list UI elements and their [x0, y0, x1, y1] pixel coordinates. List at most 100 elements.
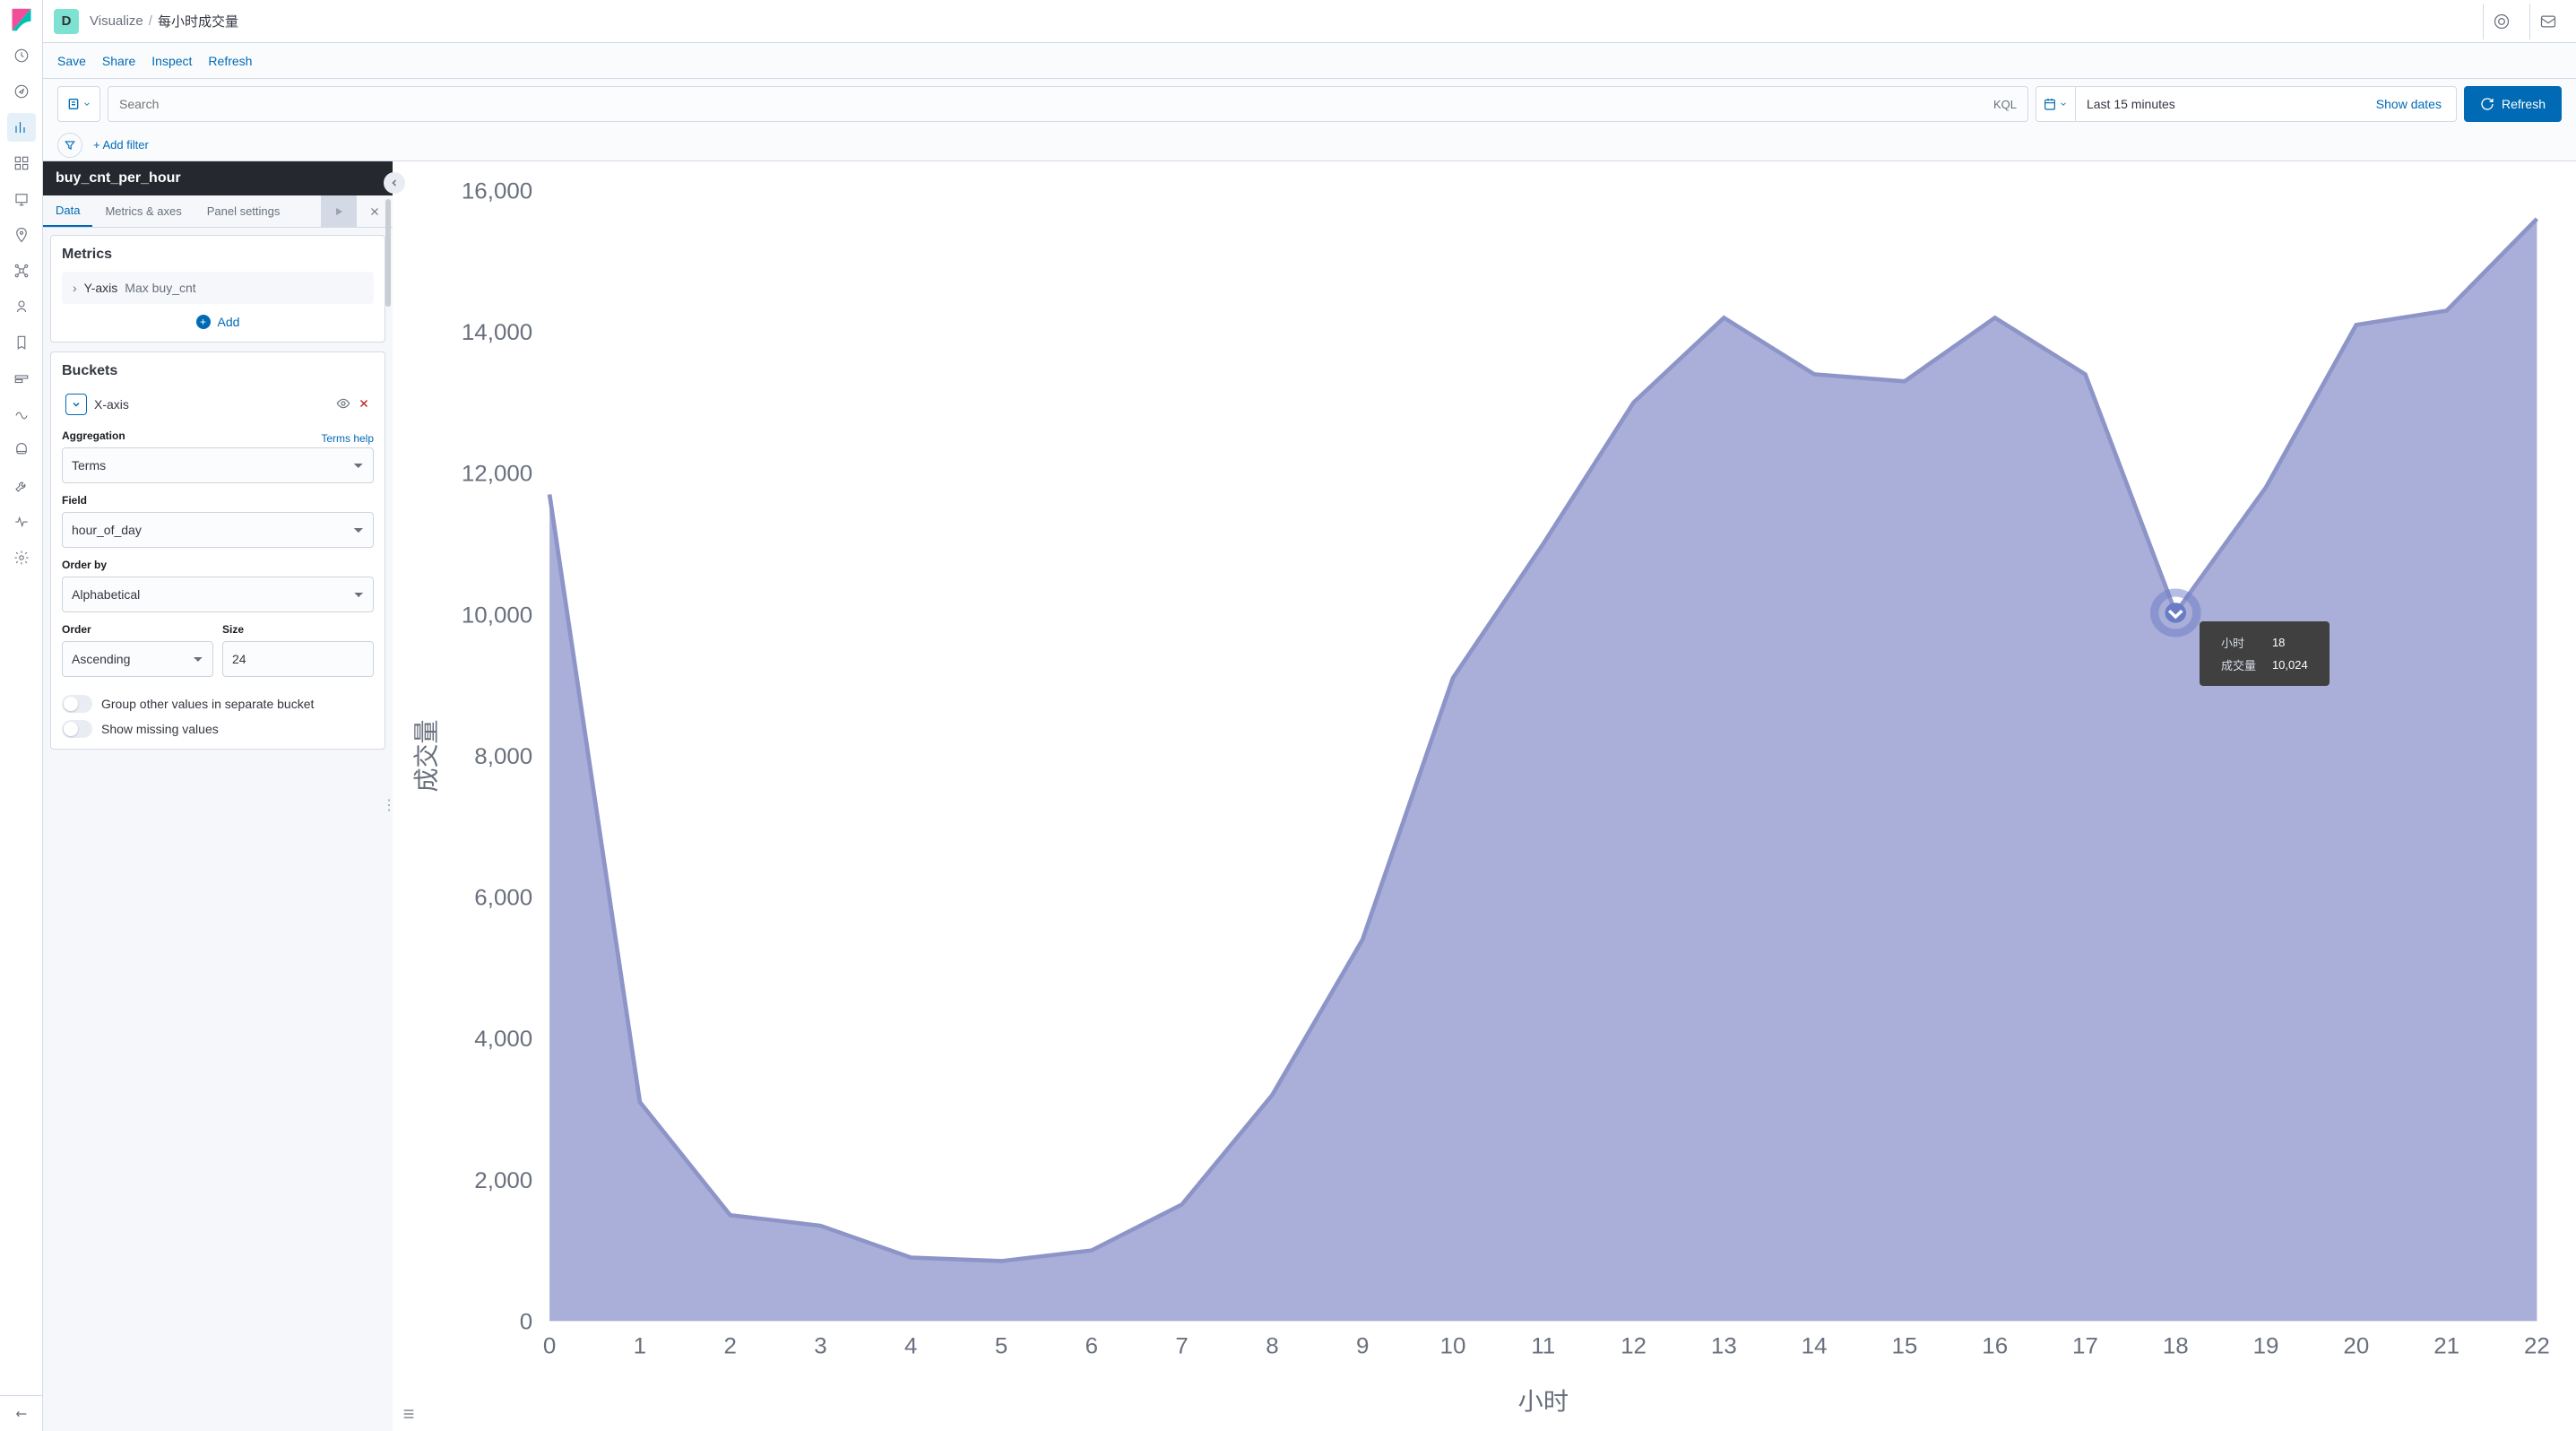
- toggle-visibility-icon[interactable]: [336, 396, 350, 413]
- svg-text:4,000: 4,000: [474, 1028, 532, 1052]
- tab-metrics-axes[interactable]: Metrics & axes: [92, 195, 194, 227]
- chevron-right-icon: ›: [73, 281, 77, 295]
- metrics-yaxis-row[interactable]: › Y-axis Max buy_cnt: [62, 272, 374, 304]
- rail-maps-icon[interactable]: [7, 221, 36, 249]
- svg-text:10: 10: [1440, 1334, 1466, 1358]
- rail-collapse-button[interactable]: [0, 1395, 43, 1431]
- tab-panel-settings[interactable]: Panel settings: [194, 195, 293, 227]
- show-dates-link[interactable]: Show dates: [2362, 97, 2456, 111]
- rail-logs-icon[interactable]: [7, 328, 36, 357]
- orderby-label: Order by: [62, 559, 374, 571]
- buckets-panel: Buckets X-axis Aggregation Terms help Te…: [50, 351, 385, 750]
- refresh-button[interactable]: Refresh: [2464, 86, 2562, 122]
- date-range-text[interactable]: Last 15 minutes: [2076, 97, 2362, 111]
- svg-text:12: 12: [1621, 1334, 1647, 1358]
- svg-text:5: 5: [995, 1334, 1007, 1358]
- tab-data[interactable]: Data: [43, 195, 92, 227]
- rail-dashboard-icon[interactable]: [7, 149, 36, 178]
- action-bar: Save Share Inspect Refresh: [43, 43, 2576, 79]
- group-other-label: Group other values in separate bucket: [101, 696, 314, 712]
- collapse-editor-icon[interactable]: [384, 172, 405, 194]
- rail-canvas-icon[interactable]: [7, 185, 36, 213]
- filter-row: + Add filter: [43, 129, 2576, 161]
- show-missing-switch[interactable]: [62, 720, 92, 738]
- calendar-icon[interactable]: [2036, 87, 2076, 121]
- svg-text:1: 1: [634, 1334, 646, 1358]
- rail-ml-icon[interactable]: [7, 256, 36, 285]
- saved-query-button[interactable]: [57, 86, 100, 122]
- rail-management-icon[interactable]: [7, 543, 36, 572]
- svg-text:21: 21: [2433, 1334, 2459, 1358]
- group-other-switch[interactable]: [62, 695, 92, 713]
- remove-bucket-icon[interactable]: [358, 397, 370, 412]
- aggregation-select[interactable]: Terms: [62, 447, 374, 483]
- breadcrumb-current: 每小时成交量: [158, 12, 238, 30]
- svg-text:3: 3: [814, 1334, 826, 1358]
- rail-uptime-icon[interactable]: [7, 400, 36, 429]
- svg-text:17: 17: [2072, 1334, 2098, 1358]
- filter-options-icon[interactable]: [57, 133, 82, 158]
- svg-text:10,000: 10,000: [462, 603, 532, 628]
- topbar: D Visualize / 每小时成交量: [43, 0, 2576, 43]
- rail-infra-icon[interactable]: [7, 292, 36, 321]
- rail-devtools-icon[interactable]: [7, 472, 36, 500]
- size-label: Size: [222, 623, 374, 636]
- rail-monitoring-icon[interactable]: [7, 507, 36, 536]
- svg-text:14,000: 14,000: [462, 321, 532, 345]
- field-select[interactable]: hour_of_day: [62, 512, 374, 548]
- bucket-collapse-button[interactable]: [65, 394, 87, 415]
- apply-changes-button[interactable]: [321, 195, 357, 227]
- svg-text:14: 14: [1802, 1334, 1828, 1358]
- save-button[interactable]: Save: [57, 54, 86, 68]
- kql-toggle[interactable]: KQL: [1986, 98, 2017, 111]
- svg-text:小时: 小时: [1517, 1388, 1569, 1415]
- svg-text:22: 22: [2524, 1334, 2550, 1358]
- size-input[interactable]: [222, 641, 374, 677]
- svg-text:19: 19: [2253, 1334, 2279, 1358]
- search-input[interactable]: [119, 97, 1986, 111]
- help-icon[interactable]: [2483, 4, 2519, 39]
- refresh-link[interactable]: Refresh: [208, 54, 252, 68]
- terms-help-link[interactable]: Terms help: [321, 432, 374, 445]
- svg-text:13: 13: [1711, 1334, 1737, 1358]
- editor-scrollbar[interactable]: [385, 228, 391, 307]
- inspect-button[interactable]: Inspect: [151, 54, 192, 68]
- breadcrumb-parent[interactable]: Visualize: [90, 13, 143, 29]
- orderby-select[interactable]: Alphabetical: [62, 577, 374, 612]
- svg-text:20: 20: [2343, 1334, 2369, 1358]
- editor-panel: buy_cnt_per_hour Data Metrics & axes Pan…: [43, 161, 393, 1431]
- rail-visualize-icon[interactable]: [7, 113, 36, 142]
- search-input-wrapper: KQL: [108, 86, 2028, 122]
- bucket-xaxis-label: X-axis: [94, 397, 329, 412]
- svg-text:7: 7: [1175, 1334, 1188, 1358]
- show-missing-label: Show missing values: [101, 721, 219, 737]
- metrics-heading: Metrics: [62, 247, 374, 263]
- svg-text:9: 9: [1356, 1334, 1369, 1358]
- svg-text:12,000: 12,000: [462, 462, 532, 486]
- rail-siem-icon[interactable]: [7, 436, 36, 464]
- editor-tabs: Data Metrics & axes Panel settings: [43, 195, 393, 228]
- svg-text:2,000: 2,000: [474, 1168, 532, 1192]
- svg-text:0: 0: [543, 1334, 556, 1358]
- add-filter-link[interactable]: + Add filter: [93, 138, 149, 152]
- rail-recent-icon[interactable]: [7, 41, 36, 70]
- svg-text:11: 11: [1531, 1334, 1555, 1358]
- order-select[interactable]: Ascending: [62, 641, 213, 677]
- area-chart: 02,0004,0006,0008,00010,00012,00014,0001…: [402, 170, 2558, 1422]
- svg-text:0: 0: [520, 1310, 532, 1334]
- rail-discover-icon[interactable]: [7, 77, 36, 106]
- field-label: Field: [62, 494, 374, 507]
- plus-icon: +: [196, 315, 211, 329]
- space-selector[interactable]: D: [54, 9, 79, 34]
- svg-text:6: 6: [1085, 1334, 1098, 1358]
- newsfeed-icon[interactable]: [2529, 4, 2565, 39]
- svg-text:16: 16: [1982, 1334, 2008, 1358]
- svg-text:4: 4: [904, 1334, 917, 1358]
- breadcrumb: Visualize / 每小时成交量: [90, 12, 238, 30]
- editor-title: buy_cnt_per_hour: [43, 161, 393, 195]
- add-metric-button[interactable]: + Add: [62, 304, 374, 331]
- legend-toggle-icon[interactable]: [402, 1407, 416, 1424]
- share-button[interactable]: Share: [102, 54, 135, 68]
- svg-text:8: 8: [1266, 1334, 1278, 1358]
- rail-apm-icon[interactable]: [7, 364, 36, 393]
